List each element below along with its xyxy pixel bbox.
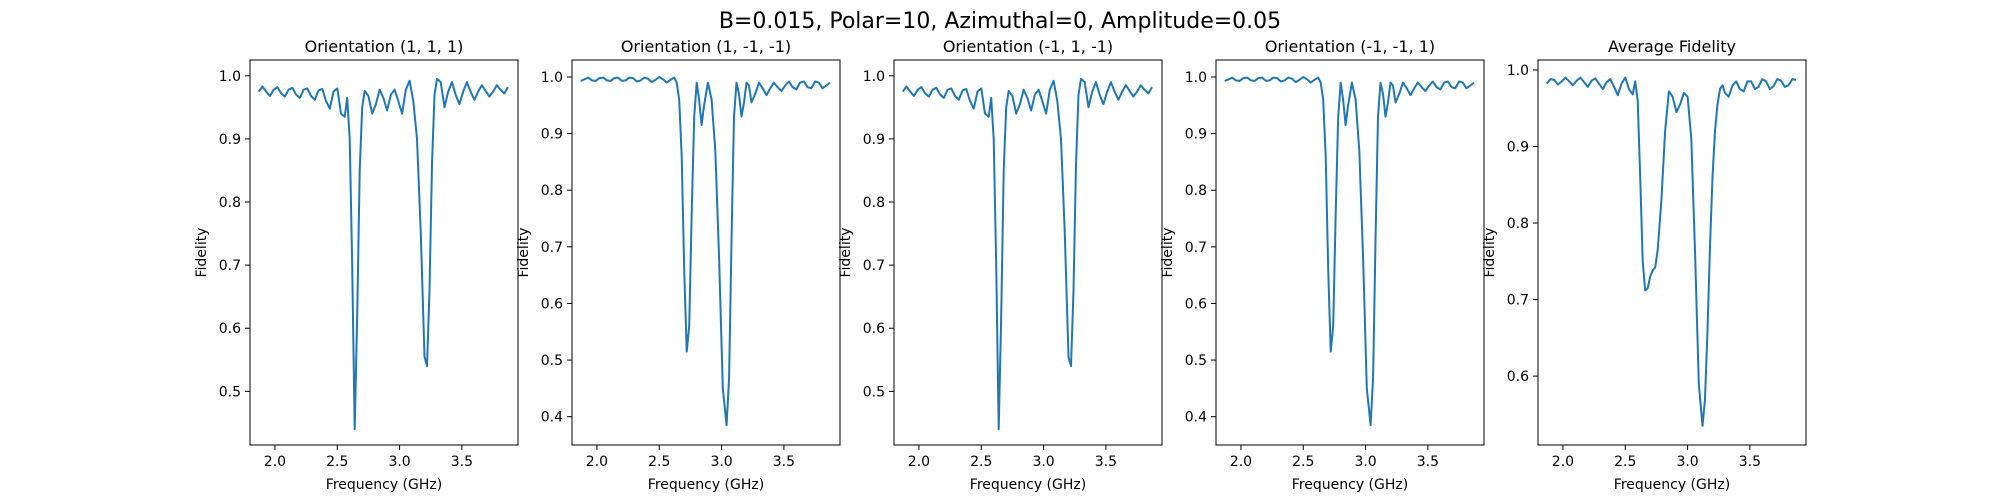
y-tick-label: 0.8	[1185, 183, 1207, 199]
x-tick-label: 2.0	[586, 454, 608, 470]
plot-frame	[249, 59, 519, 446]
x-tick-label: 3.0	[1354, 454, 1376, 470]
x-tick-label: 3.0	[388, 454, 410, 470]
x-axis-label: Frequency (GHz)	[1614, 477, 1730, 493]
y-tick-label: 0.7	[1507, 293, 1529, 309]
y-tick-label: 0.8	[541, 183, 563, 199]
y-tick-label: 1.0	[1507, 63, 1529, 79]
x-axis-label: Frequency (GHz)	[648, 477, 764, 493]
y-tick-label: 1.0	[219, 69, 241, 85]
x-tick-label: 2.5	[326, 454, 348, 470]
plot-frame	[893, 59, 1163, 446]
y-tick-label: 1.0	[1185, 70, 1207, 86]
x-tick-label: 3.5	[1739, 454, 1761, 470]
subplot-title: Orientation (-1, -1, 1)	[1265, 37, 1435, 56]
x-tick-label: 3.5	[1417, 454, 1439, 470]
series-line	[257, 77, 509, 431]
y-tick-label: 0.8	[1507, 216, 1529, 232]
series-line	[1545, 76, 1797, 427]
x-tick-label: 2.0	[1230, 454, 1252, 470]
y-tick-label: 0.9	[1185, 127, 1207, 143]
subplot-title: Average Fidelity	[1608, 37, 1736, 56]
x-tick-label: 2.5	[1292, 454, 1314, 470]
y-tick-label: 0.9	[863, 132, 885, 148]
y-tick-label: 0.6	[541, 296, 563, 312]
y-tick-label: 1.0	[863, 69, 885, 85]
x-axis-label: Frequency (GHz)	[1292, 477, 1408, 493]
y-axis-label: Fidelity	[1160, 228, 1176, 278]
y-tick-label: 0.7	[863, 258, 885, 274]
x-tick-label: 3.0	[1676, 454, 1698, 470]
series-line	[901, 77, 1153, 431]
y-tick-label: 0.5	[219, 384, 241, 400]
x-tick-label: 3.0	[1032, 454, 1054, 470]
y-tick-label: 0.7	[219, 258, 241, 274]
series-line	[1224, 76, 1475, 427]
y-tick-label: 0.7	[1185, 240, 1207, 256]
y-tick-label: 0.7	[541, 240, 563, 256]
plot-frame	[571, 59, 841, 446]
x-tick-label: 3.5	[451, 454, 473, 470]
y-tick-label: 0.6	[1185, 296, 1207, 312]
y-tick-label: 0.8	[219, 195, 241, 211]
y-tick-label: 0.9	[541, 127, 563, 143]
y-axis-label: Fidelity	[1482, 228, 1498, 278]
x-tick-label: 2.5	[648, 454, 670, 470]
x-tick-label: 2.0	[264, 454, 286, 470]
plot-frame	[1537, 59, 1807, 446]
x-tick-label: 3.5	[773, 454, 795, 470]
y-tick-label: 0.8	[863, 195, 885, 211]
plot-frame	[1215, 59, 1485, 446]
y-axis-label: Fidelity	[516, 228, 532, 278]
y-tick-label: 1.0	[541, 70, 563, 86]
figure-suptitle: B=0.015, Polar=10, Azimuthal=0, Amplitud…	[719, 9, 1281, 34]
subplot-title: Orientation (1, 1, 1)	[305, 37, 464, 56]
y-tick-label: 0.5	[541, 353, 563, 369]
y-tick-label: 0.4	[1185, 410, 1207, 426]
y-tick-label: 0.6	[219, 321, 241, 337]
y-tick-label: 0.5	[863, 384, 885, 400]
x-axis-label: Frequency (GHz)	[326, 477, 442, 493]
subplot-title: Orientation (1, -1, -1)	[621, 37, 791, 56]
x-tick-label: 3.5	[1095, 454, 1117, 470]
y-tick-label: 0.6	[1507, 369, 1529, 385]
y-tick-label: 0.6	[863, 321, 885, 337]
y-axis-label: Fidelity	[194, 228, 210, 278]
y-tick-label: 0.4	[541, 410, 563, 426]
y-axis-label: Fidelity	[838, 228, 854, 278]
y-tick-label: 0.9	[1507, 139, 1529, 155]
x-tick-label: 2.0	[908, 454, 930, 470]
y-tick-label: 0.9	[219, 132, 241, 148]
x-axis-label: Frequency (GHz)	[970, 477, 1086, 493]
x-tick-label: 2.0	[1552, 454, 1574, 470]
x-tick-label: 2.5	[970, 454, 992, 470]
x-tick-label: 2.5	[1614, 454, 1636, 470]
series-line	[580, 76, 831, 427]
y-tick-label: 0.5	[1185, 353, 1207, 369]
x-tick-label: 3.0	[710, 454, 732, 470]
subplot-title: Orientation (-1, 1, -1)	[943, 37, 1113, 56]
